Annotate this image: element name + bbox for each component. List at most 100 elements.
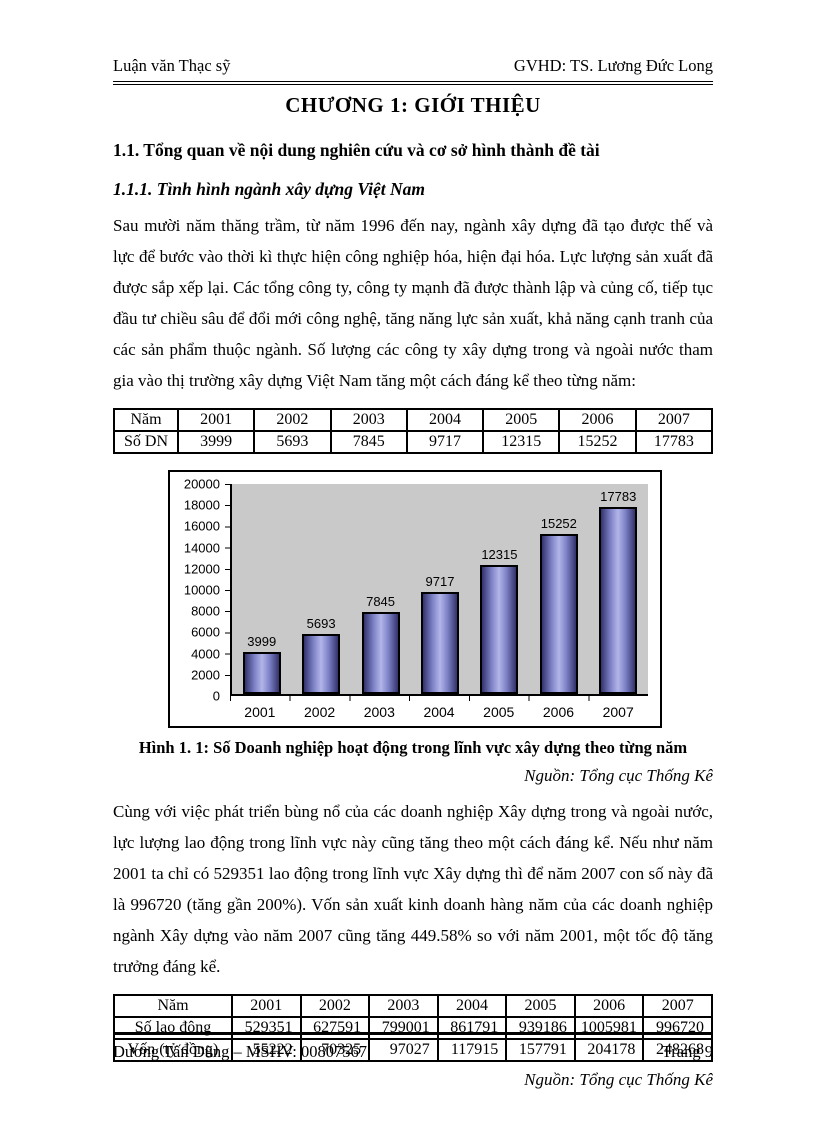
table-cell: Năm [113,408,179,432]
table-cell: 12315 [482,430,561,454]
page-footer: Dương Tấn Dũng – MSHV: 00807567 Trang 9 [113,1032,713,1062]
table-cell: 529351 [231,1016,302,1040]
y-tick-label: 20000 [183,476,220,492]
table-cell: 2004 [436,994,508,1018]
footer-author-text: Dương Tấn Dũng – MSHV: 00807567 [113,1042,368,1061]
source-note-1: Nguồn: Tổng cục Thống Kê [524,766,713,785]
table-cell: 7845 [329,430,408,454]
bar-slot: 12315 [470,484,529,694]
figure-caption: Hình 1. 1: Số Doanh nghiệp hoạt động tro… [138,738,688,757]
table-cell: 5693 [253,430,332,454]
table-cell: 627591 [299,1016,371,1040]
bar [480,564,519,694]
companies-by-year-table: Năm 2001 2002 2003 2004 2005 2006 2007 Số DN 3999… [113,408,714,454]
table-cell: 1005981 [573,1016,645,1040]
table-cell: 117915 [436,1038,508,1062]
bar-value-label: 9717 [425,573,455,589]
table-cell: 97027 [368,1038,439,1062]
chart-y-axis: 20000 18000 16000 14000 12000 10000 8000 6000 40… [174,477,230,704]
bar-slot: 3999 [232,484,291,694]
table-cell: 70325 [299,1038,371,1062]
y-tick-label: 18000 [183,497,220,513]
table-cell: 9717 [405,430,485,454]
table-cell: Số DN [113,430,179,454]
y-tick-label: 0 [212,688,220,704]
table-cell: 2005 [482,408,561,432]
chart-x-axis: 2001 2002 2003 2004 2005 2006 2007 [230,696,648,722]
table-cell: Năm [113,994,233,1018]
table-cell: 939186 [505,1016,576,1040]
chart-x-ticks [230,696,648,701]
table-cell: 799001 [368,1016,439,1040]
source-note-2: Nguồn: Tổng cục Thống Kê [524,1070,713,1089]
y-tick-label: 10000 [183,582,220,598]
x-tick-label: 2004 [423,704,455,720]
table-cell: 157791 [505,1038,576,1062]
bar [599,507,638,694]
table-cell: 3999 [176,430,256,454]
paragraph-industry-overview: Sau mười năm thăng trầm, từ năm 1996 đến… [113,216,713,390]
labor-capital-table: Năm 2001 2002 2003 2004 2005 2006 2007 Số lao độ… [113,994,713,1062]
bar-slot: 7845 [351,484,410,694]
x-tick-label: 2002 [304,704,336,720]
table-cell: 2001 [231,994,302,1018]
table-cell: 2007 [634,408,714,432]
header-left-text: Luận văn Thạc sỹ [113,56,231,75]
table-row: Năm 2001 2002 2003 2004 2005 2006 2007 [113,408,714,432]
y-tick-label: 16000 [183,518,220,534]
chart-y-ticks [225,484,230,696]
chart-plot-area: 3999 5693 7845 9717 12315 15252 17783 [230,484,648,696]
x-tick-label: 2007 [602,704,634,720]
y-tick-label: 2000 [191,667,220,683]
y-tick-label: 14000 [183,540,220,556]
table-cell: 2003 [329,408,408,432]
chart-corner-spacer [174,696,230,722]
table-cell: 2005 [505,994,576,1018]
table-cell: 2006 [558,408,637,432]
header-right-text: GVHD: TS. Lương Đức Long [513,56,713,75]
table-cell: 204178 [573,1038,645,1062]
bar-slot: 5693 [291,484,350,694]
table-row: Năm 2001 2002 2003 2004 2005 2006 2007 [113,994,713,1018]
x-tick-label: 2005 [483,704,515,720]
paragraph-labor-capital: Cùng với việc phát triển bùng nổ của các… [113,802,713,976]
y-tick-label: 12000 [183,561,220,577]
table-cell: 2007 [642,994,713,1018]
table-cell: 248268 [642,1038,713,1062]
footer-page-number: Trang 9 [661,1042,713,1061]
bar-value-label: 17783 [600,489,637,505]
bar-value-label: 15252 [540,515,577,531]
subsection-heading: 1.1.1. Tình hình ngành xây dựng Việt Nam [113,179,425,199]
table-cell: 17783 [634,430,714,454]
bar [420,591,459,694]
table-cell: 2006 [573,994,645,1018]
bar [242,652,281,694]
table-cell: 2002 [299,994,371,1018]
bar-value-label: 3999 [247,634,277,650]
bar [361,611,400,694]
chapter-title: CHƯƠNG 1: GIỚI THIỆU [285,93,541,117]
table-row: Số lao động 529351 627591 799001 861791 93918… [113,1016,713,1040]
section-heading: 1.1. Tổng quan về nội dung nghiên cứu và… [113,140,600,160]
bar-slot: 17783 [589,484,648,694]
table-row: Số DN 3999 5693 7845 9717 12315 15252 17783 [113,430,714,454]
table-cell: 996720 [642,1016,713,1040]
table-cell: 15252 [558,430,637,454]
y-tick-label: 4000 [191,646,220,662]
table-cell: 2001 [176,408,256,432]
bar-value-label: 7845 [366,593,396,609]
bar-slot: 9717 [410,484,469,694]
y-tick-label: 6000 [191,624,220,640]
table-cell: 861791 [436,1016,508,1040]
page-header: Luận văn Thạc sỹ GVHD: TS. Lương Đức Lon… [113,56,713,85]
table-cell: 2002 [253,408,332,432]
bar [539,533,578,694]
table-cell: 2004 [405,408,485,432]
chart-grid: 20000 18000 16000 14000 12000 10000 8000 6000 40… [174,477,648,722]
x-tick-label: 2006 [542,704,575,720]
table-row: Vốn (tỷ đồng) 55222 70325 97027 117915 157791… [113,1038,713,1062]
bar-chart-companies: 20000 18000 16000 14000 12000 10000 8000 6000 40… [168,470,662,728]
bar-value-label: 12315 [481,546,518,562]
table-cell: 55222 [231,1038,302,1062]
table-cell: 2003 [368,994,439,1018]
